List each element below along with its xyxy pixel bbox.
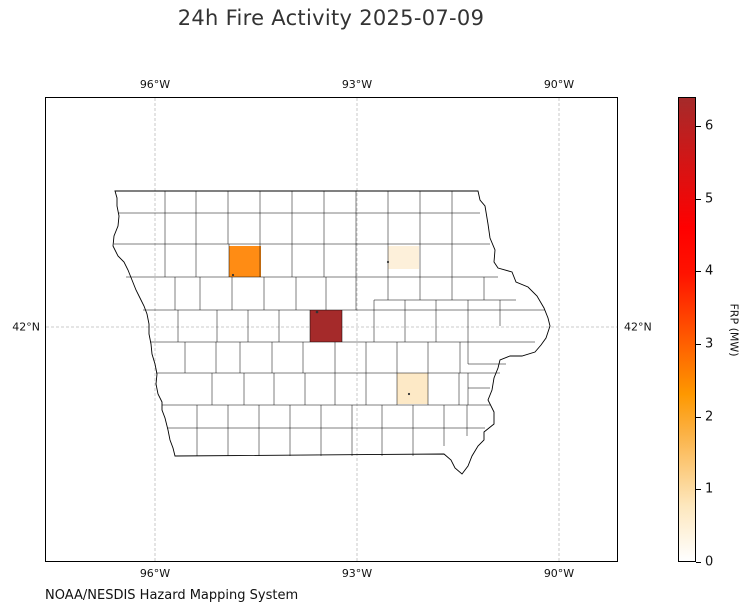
county-fire-light bbox=[388, 246, 419, 269]
colorbar-tick-mark bbox=[696, 126, 701, 128]
bottom-tick-90w: 90°W bbox=[543, 567, 575, 580]
right-tick-42n: 42°N bbox=[624, 320, 652, 334]
source-credit: NOAA/NESDIS Hazard Mapping System bbox=[45, 588, 299, 603]
colorbar-label: FRP (MW) bbox=[727, 303, 741, 357]
top-tick-96w: 96°W bbox=[139, 78, 171, 91]
colorbar-tick-label: 1 bbox=[705, 481, 714, 497]
county-lines bbox=[114, 191, 545, 456]
fire-point bbox=[407, 392, 411, 396]
colorbar-tick-label: 2 bbox=[705, 409, 714, 425]
iowa-outline bbox=[112, 190, 551, 475]
colorbar-tick-label: 4 bbox=[705, 263, 714, 279]
colorbar-tick-label: 0 bbox=[705, 554, 714, 570]
colorbar-tick-label: 3 bbox=[705, 336, 714, 352]
frp-colorbar bbox=[678, 97, 696, 562]
colorbar-tick-mark bbox=[696, 271, 701, 273]
county-fire-pale bbox=[397, 373, 428, 404]
county-fire-darkred bbox=[310, 310, 342, 342]
fire-point bbox=[231, 273, 235, 277]
top-tick-90w: 90°W bbox=[543, 78, 575, 91]
left-tick-42n: 42°N bbox=[12, 320, 40, 334]
fire-point bbox=[315, 310, 319, 314]
colorbar-tick-label: 5 bbox=[705, 191, 714, 207]
fire-points bbox=[231, 260, 411, 396]
top-tick-93w: 93°W bbox=[341, 78, 373, 91]
colorbar-tick-label: 6 bbox=[705, 118, 714, 134]
colorbar-tick-mark bbox=[696, 198, 701, 200]
bottom-tick-93w: 93°W bbox=[341, 567, 373, 580]
colorbar-tick-mark bbox=[696, 562, 701, 563]
county-fire-orange bbox=[229, 246, 261, 277]
bottom-tick-96w: 96°W bbox=[139, 567, 171, 580]
map-title: 24h Fire Activity 2025-07-09 bbox=[177, 6, 485, 30]
fire-point bbox=[386, 260, 390, 264]
colorbar-tick-mark bbox=[696, 489, 701, 491]
colorbar-tick-mark bbox=[696, 416, 701, 418]
colorbar-tick-mark bbox=[696, 344, 701, 346]
